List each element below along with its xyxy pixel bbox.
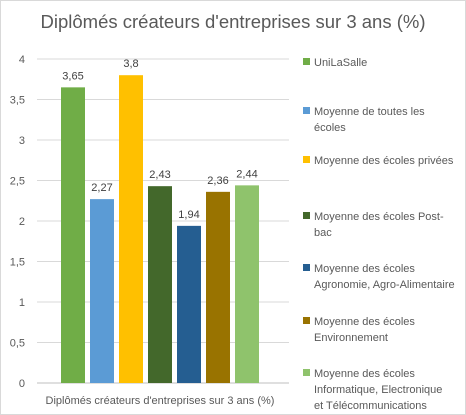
y-tick-label: 3,5	[10, 95, 25, 107]
bars	[61, 75, 259, 383]
legend-swatch	[303, 264, 310, 271]
data-label: 2,36	[207, 175, 228, 187]
legend-swatch	[303, 58, 310, 65]
legend-item: Moyenne des écoles privées	[303, 155, 454, 167]
y-axis: 0 0,5 1 1,5 2 2,5 3 3,5 4	[10, 54, 25, 390]
bar	[177, 225, 201, 383]
bar	[148, 186, 172, 383]
y-tick-label: 0,5	[10, 338, 25, 350]
data-label: 3,65	[62, 70, 83, 82]
legend-label: Moyenne des écoles	[314, 316, 415, 328]
data-label: 2,27	[91, 182, 112, 194]
legend-swatch	[303, 107, 310, 114]
legend-item: Moyenne des écoles Informatique, Electron…	[303, 368, 442, 412]
legend-label: Moyenne de toutes les	[314, 106, 425, 118]
bar	[235, 185, 259, 383]
data-label: 1,94	[178, 209, 199, 221]
chart-title: Diplômés créateurs d'entreprises sur 3 a…	[40, 11, 426, 32]
legend-item: Moyenne de toutes les écoles	[303, 106, 425, 134]
data-label: 2,43	[149, 169, 170, 181]
legend-label: Moyenne des écoles privées	[314, 155, 454, 167]
x-axis-category-label: Diplômés créateurs d'entreprises sur 3 a…	[46, 395, 275, 407]
y-tick-label: 4	[19, 54, 25, 66]
y-tick-label: 2	[19, 216, 25, 228]
legend-swatch	[303, 156, 310, 163]
legend-item: Moyenne des écoles Environnement	[303, 316, 415, 344]
legend-label: Moyenne des écoles	[314, 368, 415, 380]
bar	[206, 191, 230, 383]
y-tick-label: 1,5	[10, 257, 25, 269]
legend-item: UniLaSalle	[303, 57, 367, 69]
y-tick-label: 2,5	[10, 176, 25, 188]
legend-swatch	[303, 317, 310, 324]
y-tick-label: 1	[19, 297, 25, 309]
data-label: 2,44	[236, 168, 257, 180]
legend-label: bac	[314, 227, 332, 239]
legend-label: Moyenne des écoles	[314, 263, 415, 275]
legend-label: Informatique, Electronique	[314, 384, 442, 396]
bar	[61, 87, 85, 383]
bar	[119, 75, 143, 383]
legend-swatch	[303, 369, 310, 376]
legend-label: et Télécommunications	[314, 400, 427, 412]
data-label: 3,8	[123, 58, 138, 70]
y-tick-label: 3	[19, 135, 25, 147]
y-tick-label: 0	[19, 378, 25, 390]
bar	[90, 199, 114, 383]
legend-label: Agronomie, Agro-Alimentaire	[314, 279, 455, 291]
legend-label: écoles	[314, 122, 346, 134]
legend-swatch	[303, 212, 310, 219]
legend-item: Moyenne des écoles Post-bac	[303, 211, 444, 239]
legend-label: UniLaSalle	[314, 57, 367, 69]
legend-label: Environnement	[314, 332, 388, 344]
data-labels: 3,65 2,27 3,8 2,43 1,94 2,36 2,44	[62, 58, 257, 221]
legend-label: Moyenne des écoles Post-	[314, 211, 444, 223]
legend-item: Moyenne des écoles Agronomie, Agro-Alimen…	[303, 263, 455, 291]
